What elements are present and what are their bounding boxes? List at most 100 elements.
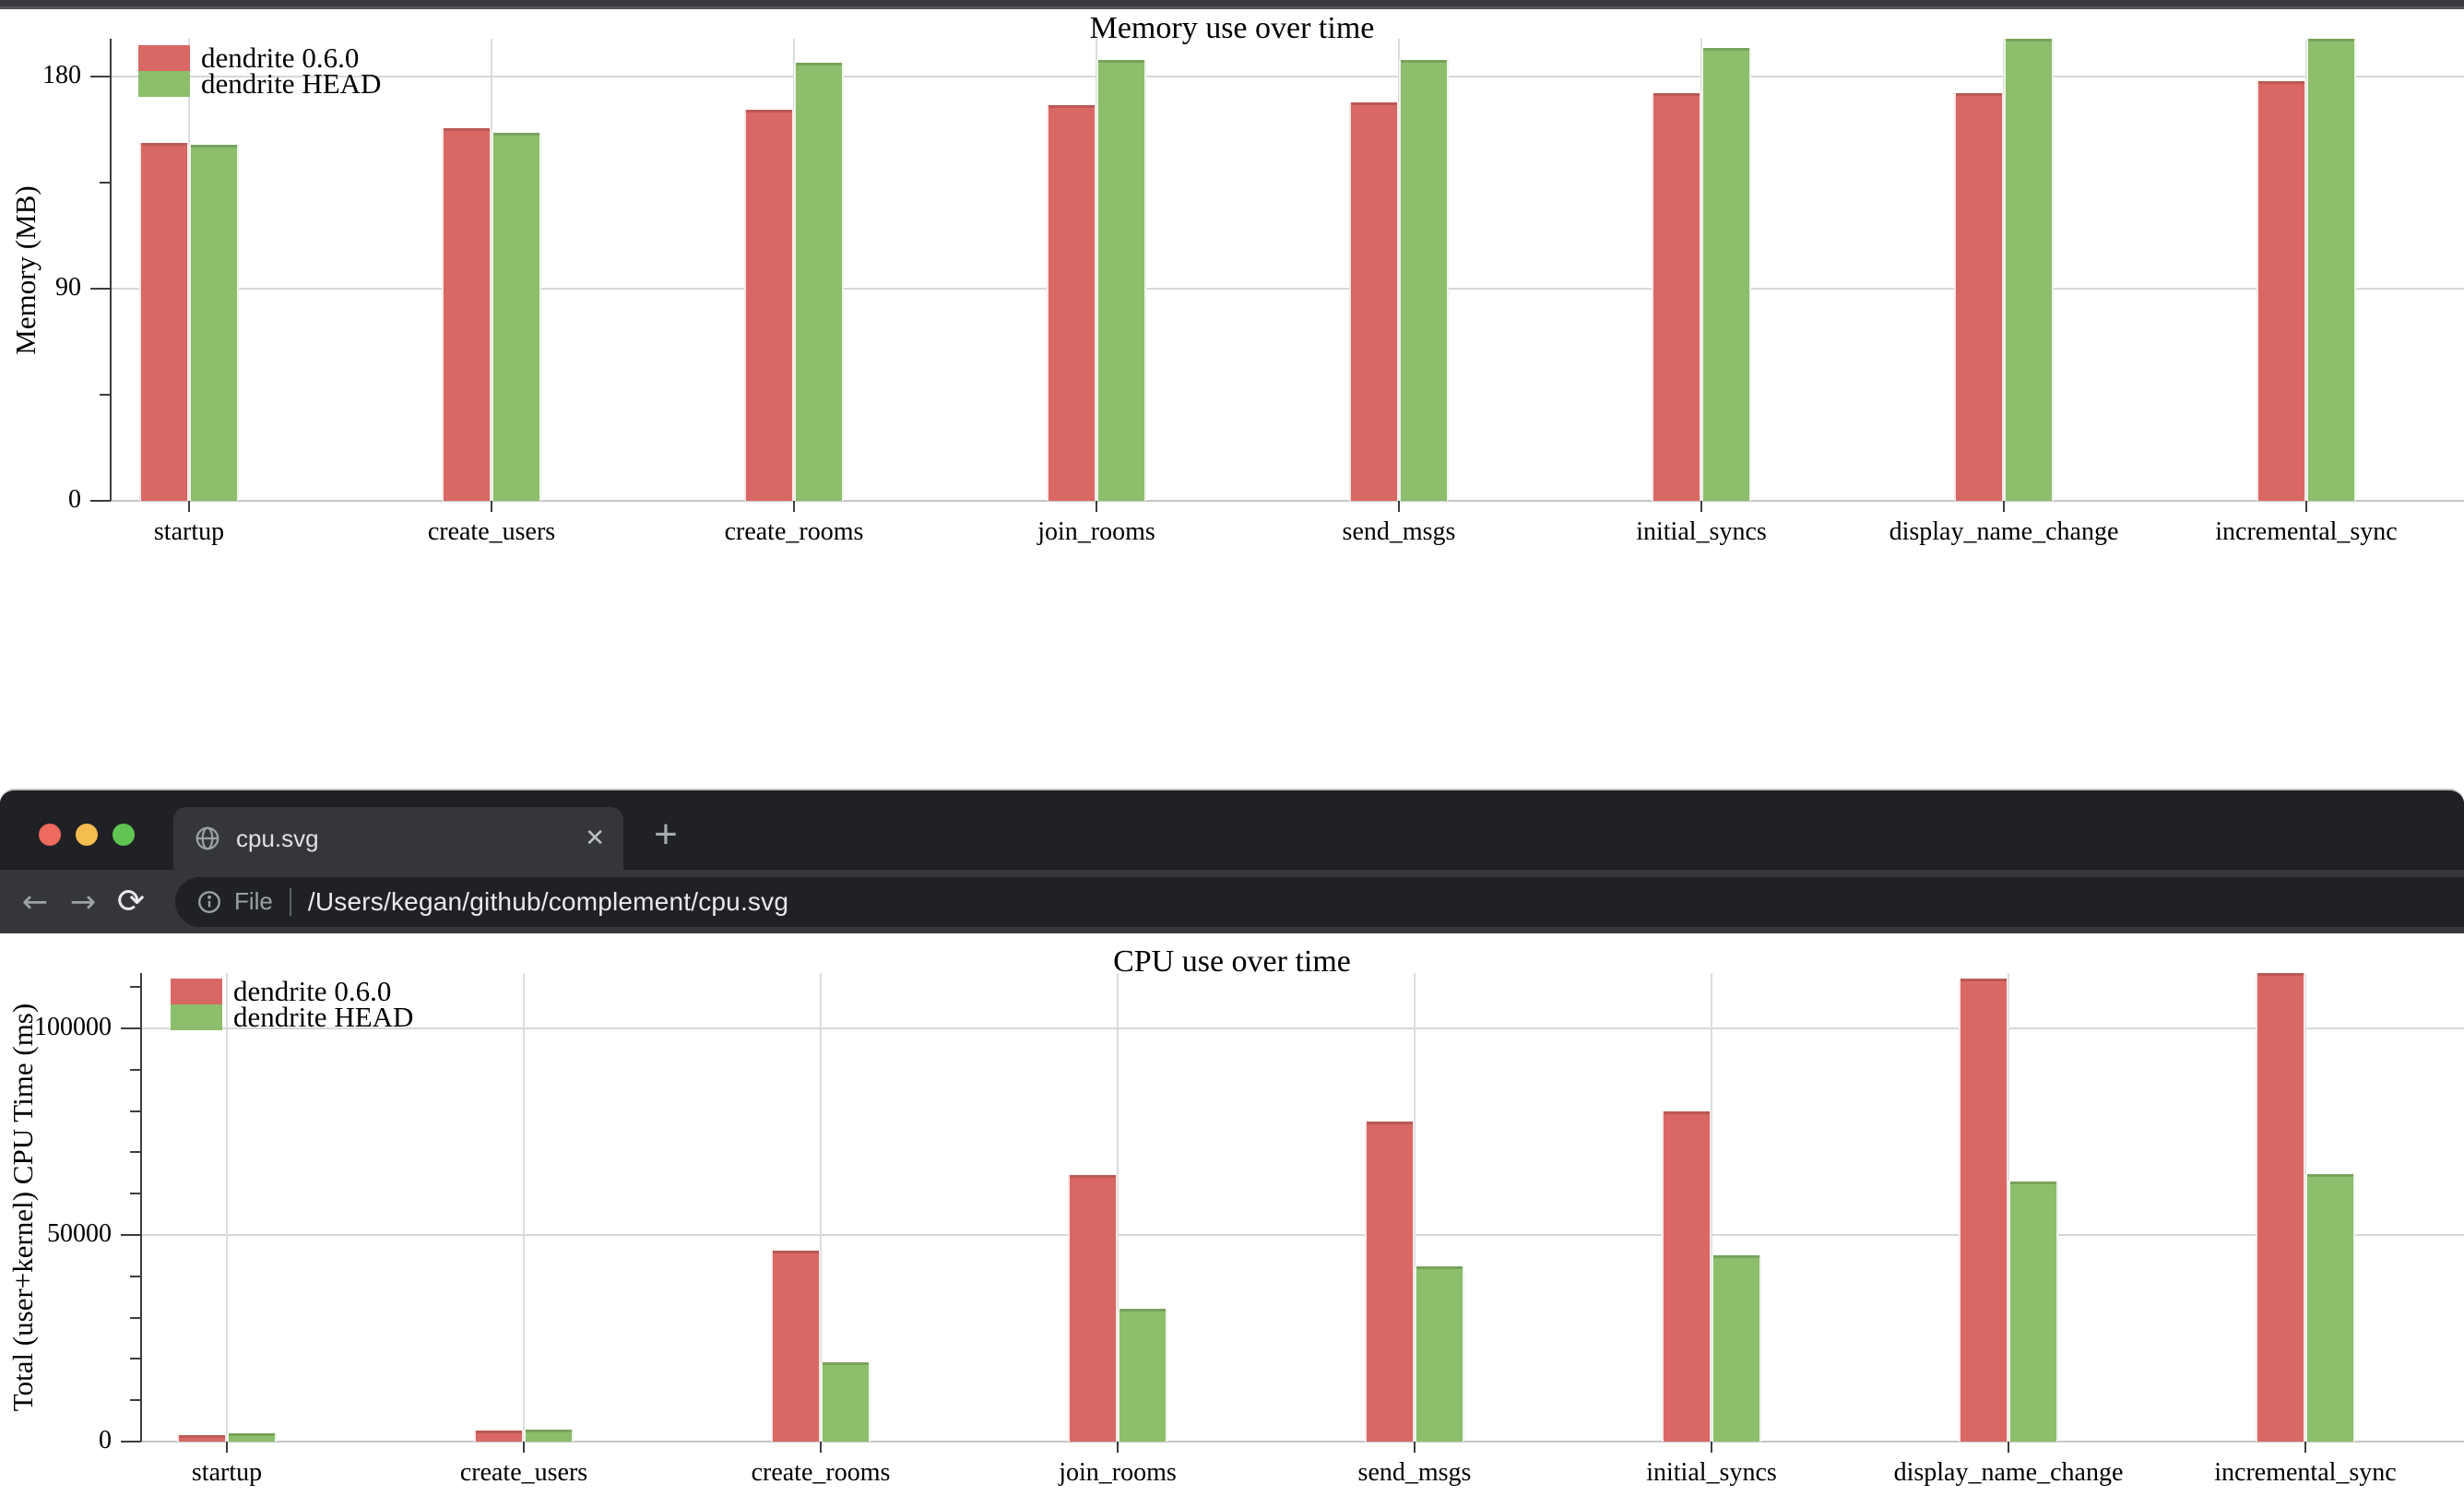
x-tick-label: send_msgs [1342, 517, 1456, 546]
y-tick [90, 76, 111, 77]
tab-title: cpu.svg [236, 824, 319, 852]
new-tab-button[interactable]: + [654, 812, 678, 857]
gridline [111, 500, 2464, 502]
join_rooms-head-bar [1118, 1309, 1167, 1442]
x-tick [1117, 1442, 1119, 1453]
x-tick [1700, 501, 1702, 512]
reload-button[interactable]: ⟳ [116, 882, 146, 920]
legend-label: dendrite 0.6.0 [201, 42, 360, 74]
x-tick-label: initial_syncs [1646, 1458, 1777, 1487]
url-scheme-label: File [234, 887, 273, 915]
window-zoom-button[interactable] [113, 824, 135, 846]
address-bar[interactable]: File /Users/kegan/github/complement/cpu.… [175, 876, 2464, 927]
gridline [111, 288, 2464, 290]
send_msgs-head-bar [1415, 1266, 1464, 1442]
x-tick [2305, 501, 2307, 512]
legend-swatch [138, 71, 190, 97]
x-tick-label: create_users [459, 1458, 588, 1487]
y-tick-label: 50000 [47, 1219, 112, 1248]
x-tick-label: join_rooms [1059, 1458, 1177, 1487]
x-tick [226, 1442, 228, 1453]
browser-toolbar: ← → ⟳ File /Users/kegan/github/complemen… [0, 870, 2464, 933]
startup-head-bar [189, 145, 239, 501]
x-tick-label: create_rooms [751, 1458, 891, 1487]
x-tick-label: incremental_sync [2215, 517, 2398, 546]
chart-title: CPU use over time [1113, 944, 1351, 979]
x-tick [2304, 1442, 2306, 1453]
x-tick-label: send_msgs [1357, 1458, 1472, 1487]
y-minor-tick [100, 182, 111, 184]
browser-tab[interactable]: cpu.svg ✕ [173, 807, 623, 870]
globe-icon [194, 825, 221, 852]
y-tick-label: 0 [68, 485, 81, 514]
x-tick-label: create_users [427, 517, 556, 546]
y-minor-tick [130, 1151, 141, 1154]
tab-close-icon[interactable]: ✕ [585, 825, 605, 852]
y-minor-tick [130, 1068, 141, 1071]
initial_syncs-old-bar [1652, 93, 1701, 501]
join_rooms-old-bar [1068, 1175, 1118, 1442]
initial_syncs-head-bar [1701, 48, 1751, 501]
x-tick [793, 501, 795, 512]
category-gridline [1711, 972, 1712, 1442]
join_rooms-head-bar [1096, 60, 1146, 501]
x-tick-label: display_name_change [1889, 517, 2119, 546]
y-tick [121, 1027, 141, 1029]
legend-swatch [138, 45, 190, 71]
startup-old-bar [177, 1435, 227, 1442]
x-tick-label: startup [153, 517, 225, 546]
y-axis-title-text: Memory (MB) [9, 184, 41, 355]
forward-button[interactable]: → [69, 883, 97, 920]
create_rooms-head-bar [821, 1362, 871, 1442]
memory-chart-page: Memory use over time Memory (MB) 0 90 180 sta… [0, 9, 2464, 789]
legend-label: dendrite HEAD [233, 1001, 414, 1033]
create_users-old-bar [474, 1431, 524, 1442]
x-tick [491, 501, 492, 512]
back-button[interactable]: ← [21, 883, 49, 920]
url-text: /Users/kegan/github/complement/cpu.svg [307, 886, 789, 916]
chart-title: Memory use over time [1089, 11, 1375, 45]
x-tick-label: join_rooms [1037, 517, 1155, 546]
send_msgs-head-bar [1399, 60, 1449, 501]
window-close-button[interactable] [39, 824, 61, 846]
y-tick-label: 0 [99, 1426, 112, 1454]
x-tick-label: create_rooms [724, 517, 864, 546]
x-tick [2008, 1442, 2009, 1453]
display_name_change-old-bar [1959, 979, 2008, 1442]
y-tick [90, 500, 111, 502]
category-gridline [820, 972, 822, 1442]
x-tick [1398, 501, 1400, 512]
legend-item: dendrite 0.6.0 [171, 977, 413, 1005]
y-axis-line [140, 972, 142, 1442]
cpu-chart-page: CPU use over time Total (user+kernel) CPU… [0, 933, 2464, 1496]
display_name_change-old-bar [1954, 93, 2004, 501]
category-gridline [1414, 972, 1416, 1442]
create_rooms-old-bar [771, 1251, 821, 1442]
category-gridline [226, 972, 228, 1442]
incremental_sync-old-bar [2257, 81, 2306, 501]
initial_syncs-old-bar [1662, 1111, 1712, 1442]
startup-old-bar [139, 143, 189, 501]
y-minor-tick [130, 1358, 141, 1360]
category-gridline [1117, 972, 1119, 1442]
info-icon[interactable] [195, 888, 223, 916]
y-minor-tick [100, 394, 111, 396]
url-divider [289, 887, 291, 916]
send_msgs-old-bar [1349, 102, 1399, 501]
window-minimize-button[interactable] [76, 824, 98, 846]
background-window-edge [0, 0, 2464, 9]
create_rooms-old-bar [744, 110, 794, 501]
y-minor-tick [130, 1110, 141, 1112]
gridline [111, 76, 2464, 77]
y-minor-tick [130, 1193, 141, 1195]
y-minor-tick [130, 1275, 141, 1277]
incremental_sync-old-bar [2256, 973, 2305, 1442]
gridline [141, 1234, 2464, 1236]
tab-strip: cpu.svg ✕ + [0, 790, 2464, 870]
startup-head-bar [227, 1433, 277, 1442]
y-tick [121, 1441, 141, 1443]
create_users-head-bar [492, 133, 541, 501]
y-tick-label: 90 [55, 273, 81, 302]
legend-label: dendrite HEAD [201, 67, 382, 100]
window-controls [39, 824, 135, 846]
